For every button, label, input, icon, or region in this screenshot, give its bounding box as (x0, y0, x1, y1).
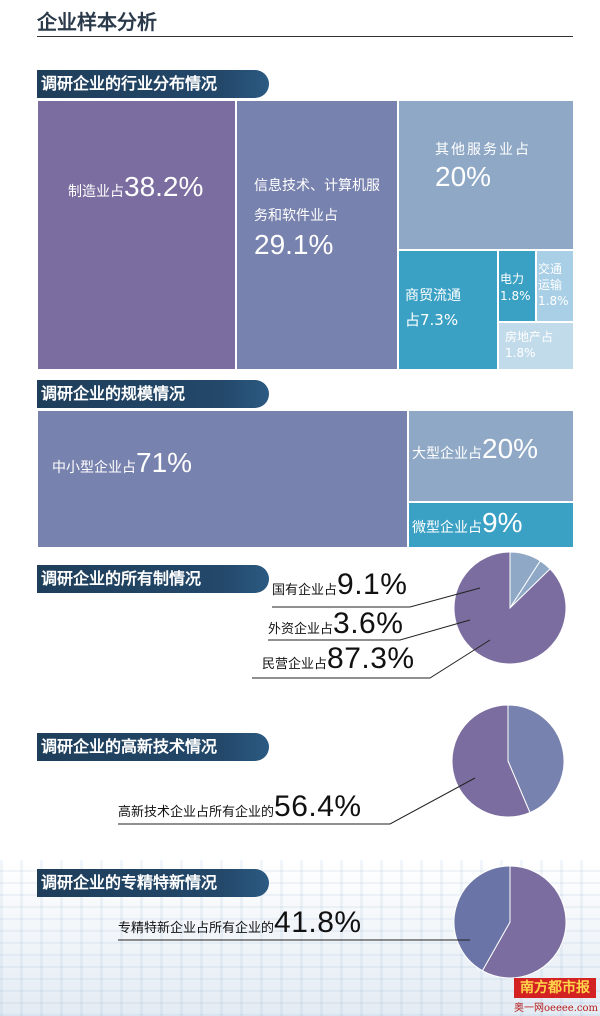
tile-micro: 微型企业占9% (408, 502, 574, 548)
leader-line-hightech (118, 777, 476, 825)
section-banner-ownership: 调研企业的所有制情况 (37, 565, 269, 593)
pie-label-state-owned: 国有企业占9.1% (272, 568, 408, 601)
tile-it-software: 信息技术、计算机服 务和软件业占 29.1% (236, 100, 398, 370)
title-divider (37, 36, 573, 37)
tile-other-services-label: 其他服务业占 (435, 142, 531, 158)
pie-label-hightech: 高新技术企业占所有企业的56.4% (118, 790, 362, 823)
hightech-pie-slice-1 (451, 704, 531, 818)
pie-value-foreign: 3.6% (333, 607, 404, 640)
newspaper-logo-sub: 奥一网oeeee.com (514, 1003, 598, 1014)
tile-electricity: 电力 1.8% (498, 250, 536, 322)
tile-trade-label-line2: 占7.3% (405, 311, 459, 329)
tile-transport-label-line1: 交通 (538, 262, 563, 276)
tile-trade: 商贸流通 占7.3% (398, 250, 498, 370)
tile-sme-value: 71% (136, 447, 193, 478)
section-banner-industry: 调研企业的行业分布情况 (37, 70, 269, 98)
specialized-pie-slice-1 (453, 865, 511, 972)
tile-transport-value: 1.8% (538, 294, 569, 308)
pie-label-specialized: 专精特新企业占所有企业的41.8% (118, 906, 362, 939)
tile-electricity-label: 电力 (500, 272, 525, 286)
tile-trade-label-line1: 商贸流通 (405, 288, 461, 304)
tile-transport-label-line2: 运输 (538, 278, 563, 292)
leader-line-state-owned (272, 587, 481, 608)
tile-real-estate-value: 1.8% (505, 346, 536, 360)
section-banner-scale: 调研企业的规模情况 (37, 380, 269, 408)
tile-other-services: 其他服务业占 20% (398, 100, 574, 250)
tile-real-estate-label: 房地产占 (505, 330, 554, 344)
specialized-pie-slice-0 (481, 865, 567, 979)
page-title: 企业样本分析 (37, 10, 157, 34)
tile-manufacturing: 制造业占38.2% (37, 100, 236, 370)
tile-micro-label: 微型企业占9% (412, 507, 523, 538)
tile-other-services-value: 20% (435, 161, 492, 192)
tile-it-label-line2: 务和软件业占 (254, 208, 338, 224)
pie-label-private: 民营企业占87.3% (262, 642, 415, 675)
leader-line-private (252, 639, 491, 679)
tile-real-estate: 房地产占 1.8% (498, 322, 574, 370)
tile-transport: 交通 运输 1.8% (536, 250, 574, 322)
leader-line-foreign (268, 619, 471, 641)
tile-sme-label: 中小型企业占71% (52, 447, 193, 478)
tile-micro-value: 9% (482, 507, 523, 538)
pie-value-private: 87.3% (327, 642, 415, 675)
tile-it-value: 29.1% (254, 229, 334, 260)
tile-it-label-line1: 信息技术、计算机服 (254, 178, 380, 194)
tile-large: 大型企业占20% (408, 410, 574, 502)
tile-electricity-value: 1.8% (500, 289, 531, 303)
pie-value-hightech: 56.4% (274, 790, 362, 823)
pie-value-specialized: 41.8% (274, 906, 362, 939)
pie-label-foreign: 外资企业占3.6% (268, 607, 404, 640)
ownership-pie-slice-2 (453, 551, 567, 665)
tile-manufacturing-label: 制造业占38.2% (68, 171, 204, 202)
section-banner-specialized: 调研企业的专精特新情况 (37, 869, 269, 897)
tile-sme: 中小型企业占71% (37, 410, 408, 548)
tile-manufacturing-value: 38.2% (124, 171, 204, 202)
tile-large-value: 20% (482, 433, 539, 464)
newspaper-logo: 南方都市报 (514, 978, 596, 998)
tile-large-label: 大型企业占20% (412, 433, 539, 464)
section-banner-hightech: 调研企业的高新技术情况 (37, 733, 269, 761)
pie-value-state-owned: 9.1% (337, 568, 408, 601)
hightech-pie-slice-0 (507, 704, 565, 814)
